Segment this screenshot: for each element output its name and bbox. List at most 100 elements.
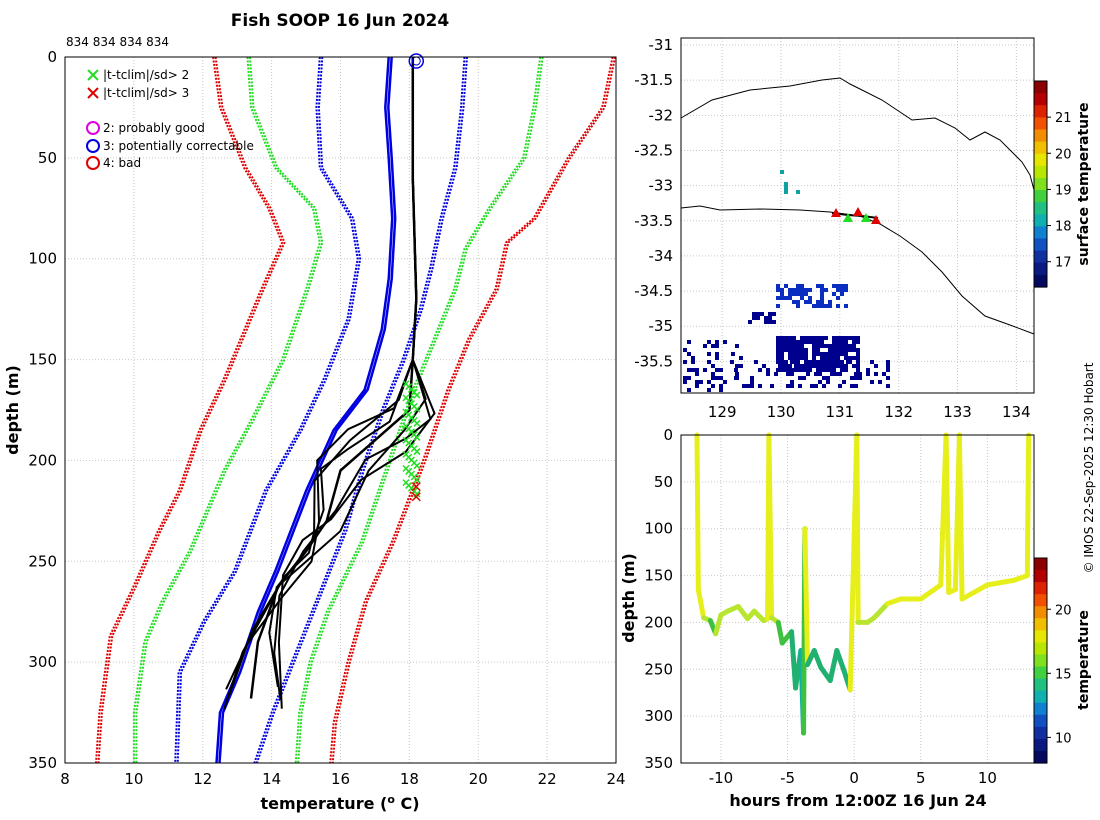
sst-cell [812,340,816,344]
colorbar-band [1034,105,1047,118]
sst-cell [792,300,796,304]
colorbar-band [1034,606,1047,619]
colorbar-band [1034,690,1047,704]
ship-marker [831,208,841,217]
sst-cell [796,360,800,364]
sst-cell [824,336,828,340]
y-tick-label: 350 [28,754,57,772]
sst-cell [786,368,790,372]
sst-cell [804,352,808,356]
sst-cell [840,352,844,356]
sst-cell [840,284,844,288]
colorbar-frame [1033,80,1048,288]
time-y-tick-label: 100 [644,520,673,538]
sst-cell [735,344,739,348]
x-tick-label: 22 [538,770,557,788]
sst-cell [687,352,691,356]
sst-cell [776,296,780,300]
sst-cell [814,364,818,368]
colorbar-band [1034,165,1047,179]
sst-cell [832,356,836,360]
sst-cell [874,372,878,376]
sst-cell [836,344,840,348]
sst-cell [780,288,784,292]
sst-cell [796,340,800,344]
legend-marker-x [87,69,99,81]
profile-x-ticks: 8 10 12 14 16 18 20 22 24 [60,770,625,788]
sst-cell [788,356,792,360]
sst-cell [886,368,890,372]
sst-cell [804,368,808,372]
sst-cell [812,336,816,340]
sst-cell [802,364,806,368]
sst-cell [734,376,738,380]
sst-cell [850,376,854,380]
track-segment [713,612,724,637]
flag-marker-green [413,462,421,470]
colorbar-band [1034,177,1047,191]
sst-cell [766,372,770,376]
sst-cell [824,288,828,292]
sst-cell [695,368,699,372]
sst-cell [820,296,824,300]
sst-cell [730,360,734,364]
sst-cell [852,336,856,340]
colorbar-band [1034,678,1047,692]
sst-cell [840,344,844,348]
sst-cell [834,372,838,376]
time-y-ticks: 0 50 100 150 200 250 300 350 [644,426,673,772]
sst-cell [707,388,711,392]
legend-label: |t-tclim|/sd> 3 [103,86,189,100]
sst-cell [784,336,788,340]
sst-cell [790,360,794,364]
sst-cell [820,356,824,360]
map-x-tick-label: 130 [767,403,796,421]
sst-cell [796,284,800,288]
sst-cell [790,372,794,376]
sst-cell [840,292,844,296]
sst-cell [816,368,820,372]
sst-cell [828,304,832,308]
sst-cell [816,344,820,348]
map-x-tick-label: 132 [884,403,913,421]
track-segment [695,587,707,621]
y-tick-label: 50 [38,149,57,167]
legend-label: 4: bad [103,156,141,170]
sst-cell [886,376,890,380]
sst-cell [812,352,816,356]
flag-marker-green [413,391,421,399]
series-line-clim-3sd [329,56,614,764]
sst-cell [784,186,788,190]
sst-cell [828,300,832,304]
track-segment [959,582,990,602]
map-y-tick-label: -32 [649,106,674,124]
sst-cell [816,284,820,288]
profile-axes-box [64,56,617,764]
x-tick-label: 16 [331,770,350,788]
time-x-tick-label: 10 [978,769,997,787]
sst-cell [711,384,715,388]
sst-cell [723,380,727,384]
sst-cell [776,356,780,360]
sst-cell [826,376,830,380]
x-tick-label: 10 [124,770,143,788]
sst-cell [852,344,856,348]
sst-cell [788,288,792,292]
colorbar-band [1034,618,1047,631]
sst-cell [687,340,691,344]
sst-cell [784,284,788,288]
sst-cell [832,284,836,288]
map-y-tick-label: -31.5 [634,71,673,89]
sst-cell [808,296,812,300]
sst-cell [800,348,804,352]
sst-cell [844,348,848,352]
colorbar-label: surface temperature [1076,102,1092,265]
sst-cell [784,364,788,368]
x-tick-label: 20 [469,770,488,788]
sst-cell [786,372,790,376]
sst-cell [750,384,754,388]
sst-cell [776,368,780,372]
sst-cell [836,364,840,368]
sst-cell [774,372,778,376]
